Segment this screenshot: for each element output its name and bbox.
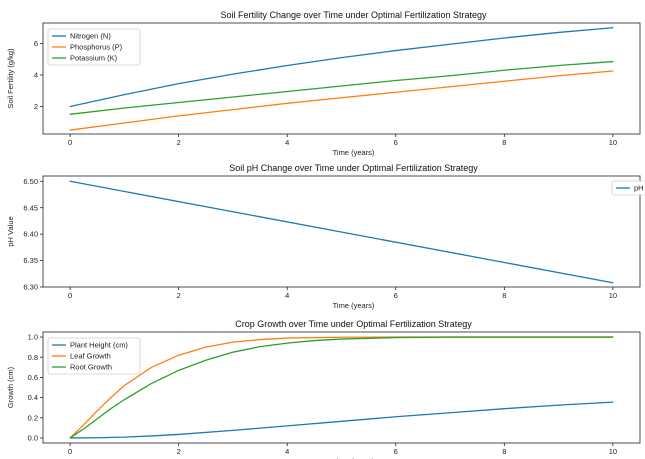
y-tick-label: 0.6 [28, 373, 38, 382]
x-tick-label: 10 [609, 291, 617, 300]
y-tick-label: 0.2 [28, 413, 38, 422]
chart-1: Soil Fertility Change over Time under Op… [6, 10, 641, 157]
y-tick-label: 0.8 [28, 353, 38, 362]
chart-3: Crop Growth over Time under Optimal Fert… [6, 319, 641, 459]
x-tick-label: 8 [502, 138, 506, 147]
y-tick-label: 6.35 [23, 256, 38, 265]
legend-frame [47, 28, 141, 66]
chart-title: Soil pH Change over Time under Optimal F… [229, 163, 478, 173]
x-tick-label: 8 [502, 447, 506, 456]
chart-title: Soil Fertility Change over Time under Op… [220, 10, 487, 20]
x-tick-label: 0 [68, 138, 72, 147]
legend-entry: Root Growth [70, 363, 112, 372]
x-tick-label: 6 [394, 291, 398, 300]
series-line-2 [69, 70, 614, 131]
series-line-2 [69, 336, 614, 439]
x-tick-label: 4 [285, 447, 289, 456]
plot-frame [42, 22, 641, 135]
series-line-1 [69, 180, 614, 284]
y-tick-label: 0.0 [28, 434, 38, 443]
x-tick-label: 10 [609, 138, 617, 147]
legend-entry: Phosphorus (P) [70, 43, 123, 52]
x-tick-label: 2 [177, 291, 181, 300]
x-axis-title: Time (years) [333, 457, 375, 459]
legend-entry: pH [634, 184, 644, 193]
x-tick-label: 10 [609, 447, 617, 456]
x-tick-label: 6 [394, 138, 398, 147]
y-tick-label: 2 [34, 102, 38, 111]
x-tick-label: 6 [394, 447, 398, 456]
x-tick-label: 0 [68, 291, 72, 300]
legend: Plant Height (cm) Leaf Growth Root Growth [47, 337, 141, 375]
x-tick-label: 0 [68, 447, 72, 456]
legend-entry: Nitrogen (N) [70, 32, 111, 41]
x-tick-label: 2 [177, 447, 181, 456]
y-axis-title: pH Value [6, 216, 15, 246]
plot-frame [42, 331, 641, 444]
x-tick-label: 4 [285, 291, 289, 300]
y-tick-label: 6.50 [23, 177, 38, 186]
y-tick-label: 6.45 [23, 203, 38, 212]
y-tick-label: 6.30 [23, 283, 38, 292]
legend: Nitrogen (N) Phosphorus (P) Potassium (K) [47, 28, 141, 66]
y-axis-title: Soil Fertility (g/kg) [6, 48, 15, 109]
x-tick-label: 8 [502, 291, 506, 300]
legend: pH [611, 180, 645, 196]
y-tick-label: 0.4 [28, 393, 38, 402]
y-tick-label: 1.0 [28, 333, 38, 342]
series-line-1 [69, 27, 614, 108]
chart-title: Crop Growth over Time under Optimal Fert… [235, 319, 472, 329]
x-axis-title: Time (years) [333, 301, 375, 310]
legend-entry: Potassium (K) [70, 54, 118, 63]
series-line-1 [69, 401, 614, 439]
legend-entry: Leaf Growth [70, 352, 111, 361]
legend-entry: Plant Height (cm) [70, 341, 128, 350]
chart-2: Soil pH Change over Time under Optimal F… [6, 163, 645, 310]
y-axis-title: Growth (cm) [6, 366, 15, 408]
y-tick-label: 6 [34, 39, 38, 48]
series-line-3 [69, 60, 614, 115]
y-tick-label: 4 [34, 71, 38, 80]
series-line-3 [69, 336, 614, 439]
y-tick-label: 6.40 [23, 230, 38, 239]
x-tick-label: 2 [177, 138, 181, 147]
legend-frame [47, 337, 141, 375]
x-axis-title: Time (years) [333, 148, 375, 157]
plot-frame [42, 175, 641, 288]
x-tick-label: 4 [285, 138, 289, 147]
